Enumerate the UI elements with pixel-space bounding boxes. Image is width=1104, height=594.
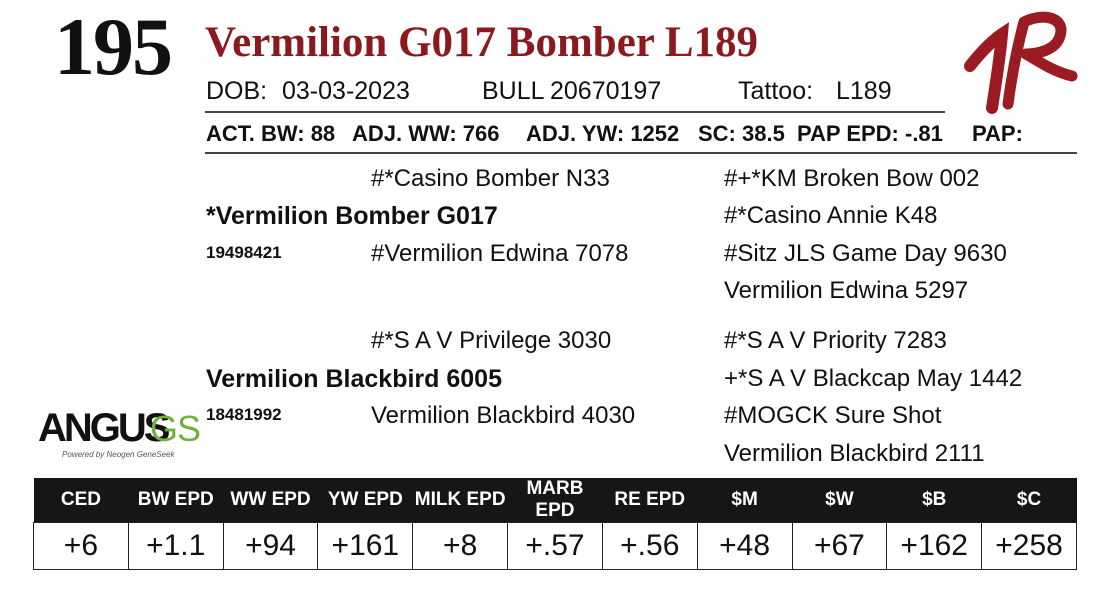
sire-sire-dam: #*Casino Annie K48 [724, 202, 938, 229]
sire-dam-sire: #Sitz JLS Game Day 9630 [724, 240, 1007, 267]
sire-name: *Vermilion Bomber G017 [206, 202, 498, 230]
epd-value: +8 [412, 522, 509, 570]
sire-sire: #*Casino Bomber N33 [371, 165, 610, 192]
epd-header: $W [792, 478, 887, 523]
epd-value: +6 [33, 522, 129, 570]
epd-value-row: +6 +1.1 +94 +161 +8 +.57 +.56 +48 +67 +1… [33, 522, 1077, 570]
epd-header: MARB EPD [507, 478, 603, 523]
epd-value: +94 [222, 522, 319, 570]
dam-sire-dam: +*S A V Blackcap May 1442 [724, 365, 1023, 392]
epd-header: RE EPD [602, 478, 698, 523]
dam-sire-sire: #*S A V Priority 7283 [724, 327, 947, 354]
epd-header: $M [697, 478, 792, 523]
epd-value: +258 [981, 522, 1077, 570]
dam-dam-sire: #MOGCK Sure Shot [724, 402, 942, 429]
ranch-brand-logo [964, 11, 1078, 114]
epd-value: +67 [791, 522, 888, 570]
lot-number: 195 [54, 1, 173, 92]
sire-dam-dam: Vermilion Edwina 5297 [724, 277, 969, 304]
logo-tagline: Powered by Neogen GeneSeek [62, 450, 175, 459]
angus-logo-text: ANGUS [38, 406, 170, 450]
epd-header: WW EPD [223, 478, 318, 523]
epd-value: +.57 [507, 522, 603, 570]
epd-value: +.56 [601, 522, 698, 570]
dam-registration: 18481992 [206, 405, 282, 424]
angus-gs-logo: ANGUS GS Powered by Neogen GeneSeek [38, 404, 201, 466]
tattoo-value: L189 [836, 77, 892, 105]
epd-header: CED [33, 478, 129, 523]
epd-header: YW EPD [317, 478, 413, 523]
sire-registration: 19498421 [206, 243, 282, 262]
pap-epd: PAP EPD: -.81 [797, 121, 943, 146]
dam-sire: #*S A V Privilege 3030 [371, 327, 612, 354]
registration-number: 20670197 [550, 77, 662, 105]
dob-value: 03-03-2023 [282, 77, 410, 105]
animal-name: Vermilion G017 Bomber L189 [205, 19, 759, 66]
epd-value: +162 [886, 522, 983, 570]
epd-value: +48 [696, 522, 793, 570]
measures-divider [205, 152, 1077, 154]
info-divider [205, 111, 945, 113]
epd-header: MILK EPD [412, 478, 508, 523]
epd-value: +161 [317, 522, 414, 570]
gs-logo-text: GS [150, 408, 201, 449]
epd-header: BW EPD [128, 478, 224, 523]
pap: PAP: [972, 121, 1023, 146]
sex-label: BULL [482, 77, 545, 105]
epd-header-row: CED BW EPD WW EPD YW EPD MILK EPD MARB E… [33, 478, 1077, 523]
dam-dam-dam: Vermilion Blackbird 2111 [724, 440, 985, 467]
actual-birth-weight: ACT. BW: 88 [206, 121, 336, 146]
sire-dam: #Vermilion Edwina 7078 [371, 240, 629, 267]
adjusted-weaning-weight: ADJ. WW: 766 [352, 121, 500, 146]
epd-header: $B [886, 478, 982, 523]
sire-sire-sire: #+*KM Broken Bow 002 [724, 165, 980, 192]
tattoo-label: Tattoo: [738, 77, 814, 105]
epd-header: $C [981, 478, 1077, 523]
epd-value: +1.1 [127, 522, 224, 570]
dam-dam: Vermilion Blackbird 4030 [371, 402, 636, 429]
dob-label: DOB: [206, 77, 268, 105]
scrotal-circumference: SC: 38.5 [698, 121, 785, 146]
dam-name: Vermilion Blackbird 6005 [206, 365, 502, 393]
epd-table: CED BW EPD WW EPD YW EPD MILK EPD MARB E… [33, 478, 1077, 570]
adjusted-yearling-weight: ADJ. YW: 1252 [526, 121, 680, 146]
